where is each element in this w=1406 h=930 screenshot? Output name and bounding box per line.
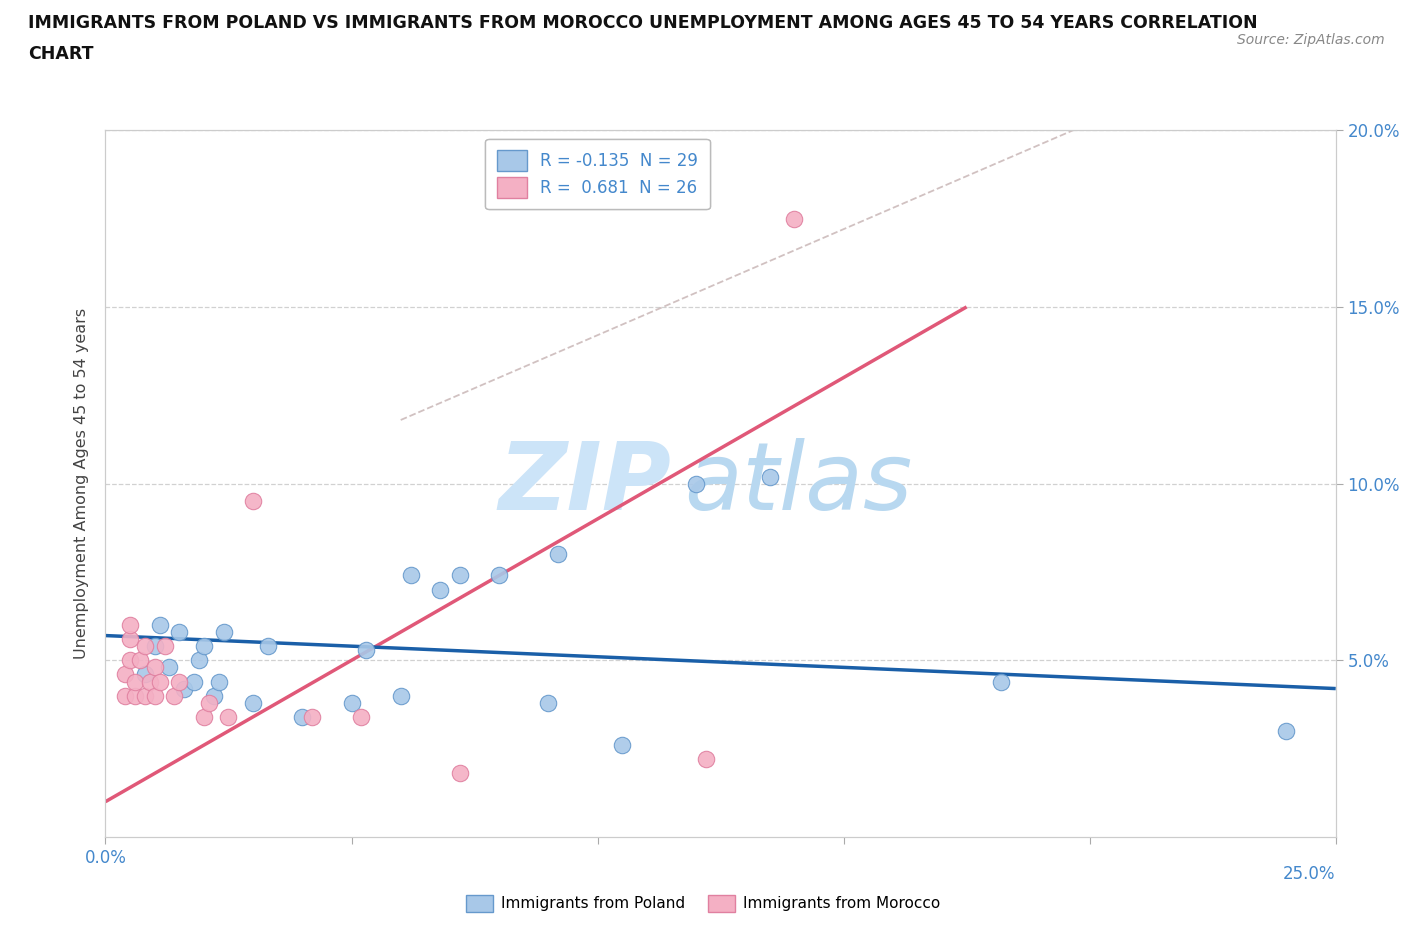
Point [208,674,231,689]
Point [212,625,235,640]
Point [159,660,180,675]
Point [695,751,717,766]
Point [1275,724,1298,738]
Point [193,639,215,654]
Point [153,639,176,654]
Point [197,696,221,711]
Point [138,674,162,689]
Point [350,710,373,724]
Point [291,710,314,724]
Point [389,688,412,703]
Point [242,494,264,509]
Point [124,688,146,703]
Point [399,568,422,583]
Point [143,660,166,675]
Text: ZIP: ZIP [499,438,672,529]
Point [340,696,363,711]
Point [114,667,136,682]
Point [990,674,1012,689]
Point [114,688,136,703]
Point [173,681,195,696]
Point [149,674,172,689]
Point [429,582,451,597]
Point [257,639,280,654]
Text: IMMIGRANTS FROM POLAND VS IMMIGRANTS FROM MOROCCO UNEMPLOYMENT AMONG AGES 45 TO : IMMIGRANTS FROM POLAND VS IMMIGRANTS FRO… [28,14,1258,32]
Point [537,696,560,711]
Point [163,688,186,703]
Point [120,653,141,668]
Point [218,710,240,724]
Point [547,547,569,562]
Y-axis label: Unemployment Among Ages 45 to 54 years: Unemployment Among Ages 45 to 54 years [75,308,90,659]
Point [202,688,225,703]
Point [685,476,707,491]
Text: Source: ZipAtlas.com: Source: ZipAtlas.com [1237,33,1385,46]
Point [149,618,172,632]
Point [120,631,141,646]
Point [120,618,141,632]
Point [143,639,166,654]
Point [129,653,152,668]
Point [301,710,323,724]
Point [183,674,205,689]
Point [193,710,215,724]
Point [449,766,471,781]
Point [759,469,782,484]
Point [449,568,471,583]
Legend: R = -0.135  N = 29, R =  0.681  N = 26: R = -0.135 N = 29, R = 0.681 N = 26 [485,139,710,209]
Point [488,568,510,583]
Point [143,688,166,703]
Text: CHART: CHART [28,45,94,62]
Point [169,674,191,689]
Point [783,211,806,226]
Point [124,674,146,689]
Point [169,625,191,640]
Point [242,696,264,711]
Point [134,667,156,682]
Text: atlas: atlas [683,438,912,529]
Point [354,643,377,658]
Point [610,737,633,752]
Point [188,653,211,668]
Text: 25.0%: 25.0% [1284,865,1336,884]
Point [134,639,156,654]
Legend: Immigrants from Poland, Immigrants from Morocco: Immigrants from Poland, Immigrants from … [460,889,946,918]
Point [134,688,156,703]
